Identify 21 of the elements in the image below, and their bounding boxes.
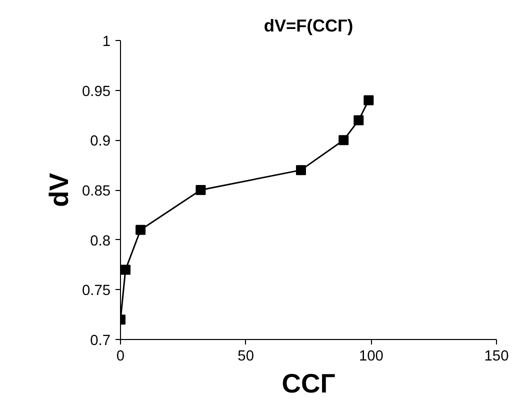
y-tick-label: 0.85 bbox=[82, 184, 111, 200]
y-tick-label: 0.9 bbox=[90, 134, 110, 150]
y-axis-title: dV bbox=[44, 172, 74, 208]
point bbox=[296, 165, 306, 176]
point bbox=[136, 224, 146, 235]
y-tick-label: 0.7 bbox=[90, 333, 110, 349]
point bbox=[364, 95, 374, 106]
x-axis-title: CCГ bbox=[282, 368, 336, 398]
point bbox=[354, 115, 364, 126]
x-tick-label: 50 bbox=[238, 348, 254, 364]
y-tick-label: 0.75 bbox=[82, 283, 111, 300]
y-tick-label: 1 bbox=[102, 34, 111, 50]
y-tick-label: 0.95 bbox=[82, 84, 111, 100]
point bbox=[338, 135, 349, 146]
x-tick-label: 100 bbox=[358, 348, 384, 364]
x-tick-label: 0 bbox=[116, 348, 125, 364]
x-tick-label: 150 bbox=[484, 348, 509, 364]
chart-title: dV=F(CCГ) bbox=[264, 16, 354, 36]
point bbox=[196, 185, 206, 195]
y-tick-label: 0.8 bbox=[90, 233, 110, 250]
point bbox=[120, 264, 131, 275]
